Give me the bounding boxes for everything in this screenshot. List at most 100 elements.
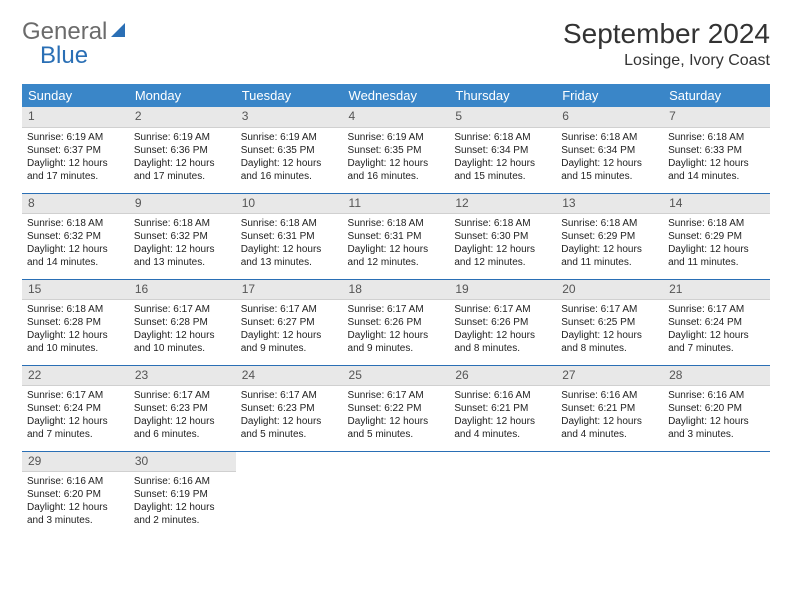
daylight-text: Daylight: 12 hours <box>348 157 445 170</box>
calendar-cell: 21Sunrise: 6:17 AMSunset: 6:24 PMDayligh… <box>663 279 770 365</box>
calendar-cell: 1Sunrise: 6:19 AMSunset: 6:37 PMDaylight… <box>22 107 129 193</box>
daylight-text: Daylight: 12 hours <box>454 157 551 170</box>
daylight-text: Daylight: 12 hours <box>27 501 124 514</box>
daylight-text: and 15 minutes. <box>454 170 551 183</box>
sunset-text: Sunset: 6:29 PM <box>561 230 658 243</box>
day-body: Sunrise: 6:18 AMSunset: 6:32 PMDaylight:… <box>22 214 129 273</box>
day-number: 6 <box>556 107 663 128</box>
calendar-cell: 29Sunrise: 6:16 AMSunset: 6:20 PMDayligh… <box>22 451 129 537</box>
calendar-cell: 13Sunrise: 6:18 AMSunset: 6:29 PMDayligh… <box>556 193 663 279</box>
daylight-text: Daylight: 12 hours <box>454 329 551 342</box>
daylight-text: Daylight: 12 hours <box>241 329 338 342</box>
daylight-text: Daylight: 12 hours <box>561 157 658 170</box>
calendar-cell: 14Sunrise: 6:18 AMSunset: 6:29 PMDayligh… <box>663 193 770 279</box>
day-number: 8 <box>22 194 129 215</box>
sunrise-text: Sunrise: 6:18 AM <box>348 217 445 230</box>
sunrise-text: Sunrise: 6:17 AM <box>348 389 445 402</box>
daylight-text: and 13 minutes. <box>134 256 231 269</box>
weekday-header: Saturday <box>663 84 770 107</box>
day-body: Sunrise: 6:17 AMSunset: 6:22 PMDaylight:… <box>343 386 450 445</box>
sunset-text: Sunset: 6:21 PM <box>454 402 551 415</box>
daylight-text: and 10 minutes. <box>134 342 231 355</box>
daylight-text: and 11 minutes. <box>561 256 658 269</box>
calendar-cell: 9Sunrise: 6:18 AMSunset: 6:32 PMDaylight… <box>129 193 236 279</box>
daylight-text: Daylight: 12 hours <box>348 329 445 342</box>
daylight-text: and 9 minutes. <box>241 342 338 355</box>
day-body: Sunrise: 6:17 AMSunset: 6:28 PMDaylight:… <box>129 300 236 359</box>
sunset-text: Sunset: 6:28 PM <box>27 316 124 329</box>
day-number: 22 <box>22 366 129 387</box>
weekday-header: Tuesday <box>236 84 343 107</box>
day-number: 30 <box>129 452 236 473</box>
calendar-cell: 20Sunrise: 6:17 AMSunset: 6:25 PMDayligh… <box>556 279 663 365</box>
day-number: 13 <box>556 194 663 215</box>
sunrise-text: Sunrise: 6:19 AM <box>134 131 231 144</box>
day-number: 5 <box>449 107 556 128</box>
daylight-text: and 8 minutes. <box>454 342 551 355</box>
day-body: Sunrise: 6:16 AMSunset: 6:19 PMDaylight:… <box>129 472 236 531</box>
daylight-text: and 3 minutes. <box>27 514 124 527</box>
daylight-text: Daylight: 12 hours <box>27 243 124 256</box>
daylight-text: Daylight: 12 hours <box>27 329 124 342</box>
day-number: 20 <box>556 280 663 301</box>
sunset-text: Sunset: 6:20 PM <box>27 488 124 501</box>
weekday-header: Sunday <box>22 84 129 107</box>
sunset-text: Sunset: 6:27 PM <box>241 316 338 329</box>
sunset-text: Sunset: 6:36 PM <box>134 144 231 157</box>
daylight-text: Daylight: 12 hours <box>561 243 658 256</box>
sunrise-text: Sunrise: 6:18 AM <box>27 303 124 316</box>
daylight-text: Daylight: 12 hours <box>668 157 765 170</box>
daylight-text: Daylight: 12 hours <box>241 243 338 256</box>
sunrise-text: Sunrise: 6:17 AM <box>134 303 231 316</box>
day-number: 3 <box>236 107 343 128</box>
daylight-text: Daylight: 12 hours <box>27 157 124 170</box>
sunset-text: Sunset: 6:33 PM <box>668 144 765 157</box>
sunrise-text: Sunrise: 6:17 AM <box>668 303 765 316</box>
sunset-text: Sunset: 6:21 PM <box>561 402 658 415</box>
daylight-text: Daylight: 12 hours <box>134 243 231 256</box>
calendar-cell <box>343 451 450 537</box>
calendar-cell <box>449 451 556 537</box>
calendar-cell: 23Sunrise: 6:17 AMSunset: 6:23 PMDayligh… <box>129 365 236 451</box>
daylight-text: and 14 minutes. <box>668 170 765 183</box>
calendar-cell: 28Sunrise: 6:16 AMSunset: 6:20 PMDayligh… <box>663 365 770 451</box>
sunset-text: Sunset: 6:25 PM <box>561 316 658 329</box>
sunrise-text: Sunrise: 6:19 AM <box>348 131 445 144</box>
daylight-text: and 2 minutes. <box>134 514 231 527</box>
day-body: Sunrise: 6:17 AMSunset: 6:26 PMDaylight:… <box>343 300 450 359</box>
sunset-text: Sunset: 6:32 PM <box>27 230 124 243</box>
day-number: 17 <box>236 280 343 301</box>
calendar-cell: 7Sunrise: 6:18 AMSunset: 6:33 PMDaylight… <box>663 107 770 193</box>
day-body: Sunrise: 6:17 AMSunset: 6:27 PMDaylight:… <box>236 300 343 359</box>
sunset-text: Sunset: 6:28 PM <box>134 316 231 329</box>
day-number: 10 <box>236 194 343 215</box>
calendar-body: 1Sunrise: 6:19 AMSunset: 6:37 PMDaylight… <box>22 107 770 537</box>
day-body: Sunrise: 6:18 AMSunset: 6:33 PMDaylight:… <box>663 128 770 187</box>
daylight-text: and 12 minutes. <box>348 256 445 269</box>
calendar-cell: 27Sunrise: 6:16 AMSunset: 6:21 PMDayligh… <box>556 365 663 451</box>
sunset-text: Sunset: 6:35 PM <box>241 144 338 157</box>
calendar-row: 8Sunrise: 6:18 AMSunset: 6:32 PMDaylight… <box>22 193 770 279</box>
day-number: 27 <box>556 366 663 387</box>
sunset-text: Sunset: 6:34 PM <box>454 144 551 157</box>
title-block: September 2024 Losinge, Ivory Coast <box>563 18 770 70</box>
day-body: Sunrise: 6:19 AMSunset: 6:36 PMDaylight:… <box>129 128 236 187</box>
day-body: Sunrise: 6:18 AMSunset: 6:30 PMDaylight:… <box>449 214 556 273</box>
daylight-text: and 10 minutes. <box>27 342 124 355</box>
daylight-text: and 16 minutes. <box>241 170 338 183</box>
sunrise-text: Sunrise: 6:16 AM <box>561 389 658 402</box>
day-number: 12 <box>449 194 556 215</box>
sunrise-text: Sunrise: 6:17 AM <box>27 389 124 402</box>
sunset-text: Sunset: 6:23 PM <box>134 402 231 415</box>
daylight-text: Daylight: 12 hours <box>561 329 658 342</box>
day-number: 14 <box>663 194 770 215</box>
sunrise-text: Sunrise: 6:18 AM <box>454 131 551 144</box>
sunrise-text: Sunrise: 6:18 AM <box>561 131 658 144</box>
day-body: Sunrise: 6:18 AMSunset: 6:31 PMDaylight:… <box>343 214 450 273</box>
calendar-row: 22Sunrise: 6:17 AMSunset: 6:24 PMDayligh… <box>22 365 770 451</box>
header: General September 2024 Losinge, Ivory Co… <box>22 18 770 70</box>
day-body: Sunrise: 6:17 AMSunset: 6:26 PMDaylight:… <box>449 300 556 359</box>
daylight-text: Daylight: 12 hours <box>454 243 551 256</box>
daylight-text: and 7 minutes. <box>27 428 124 441</box>
day-body: Sunrise: 6:16 AMSunset: 6:21 PMDaylight:… <box>449 386 556 445</box>
